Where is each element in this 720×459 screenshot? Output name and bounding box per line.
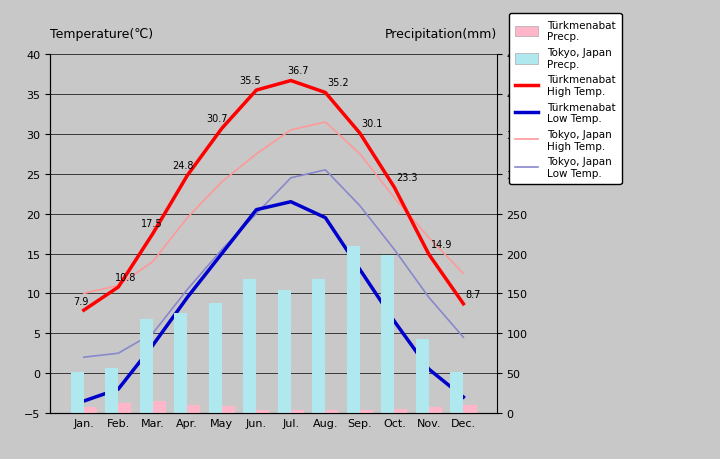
Bar <box>347 246 360 413</box>
Text: 36.7: 36.7 <box>287 66 309 76</box>
Text: 30.1: 30.1 <box>361 119 383 129</box>
Text: Temperature(℃): Temperature(℃) <box>50 28 153 41</box>
Text: 10.8: 10.8 <box>115 272 136 282</box>
Text: 7.9: 7.9 <box>73 296 89 306</box>
Bar <box>243 280 256 413</box>
Text: 35.2: 35.2 <box>327 78 348 88</box>
Bar <box>118 403 132 413</box>
Text: 8.7: 8.7 <box>465 289 480 299</box>
Bar <box>325 410 338 413</box>
Bar <box>464 405 477 413</box>
Bar <box>71 372 84 413</box>
Bar <box>291 410 304 413</box>
Text: 24.8: 24.8 <box>172 161 193 171</box>
Bar <box>312 280 325 413</box>
Text: 35.5: 35.5 <box>239 76 261 86</box>
Bar <box>278 291 291 413</box>
Text: 30.7: 30.7 <box>207 114 228 124</box>
Text: 14.9: 14.9 <box>431 240 452 250</box>
Bar <box>187 405 200 413</box>
Bar <box>105 369 118 413</box>
Bar <box>209 303 222 413</box>
Bar <box>140 319 153 413</box>
Bar <box>415 339 429 413</box>
Bar <box>256 410 269 413</box>
Bar <box>174 313 187 413</box>
Text: 23.3: 23.3 <box>396 173 418 183</box>
Bar <box>84 407 97 413</box>
Text: Precipitation(mm): Precipitation(mm) <box>384 28 497 41</box>
Bar <box>395 409 408 413</box>
Bar <box>450 373 464 413</box>
Bar <box>153 401 166 413</box>
Bar <box>429 407 442 413</box>
Legend: Türkmenabat
Precp., Tokyo, Japan
Precp., Türkmenabat
High Temp., Türkmenabat
Low: Türkmenabat Precp., Tokyo, Japan Precp.,… <box>509 14 621 185</box>
Bar <box>382 256 395 413</box>
Text: 17.5: 17.5 <box>140 219 163 229</box>
Bar <box>222 406 235 413</box>
Bar <box>360 410 373 413</box>
